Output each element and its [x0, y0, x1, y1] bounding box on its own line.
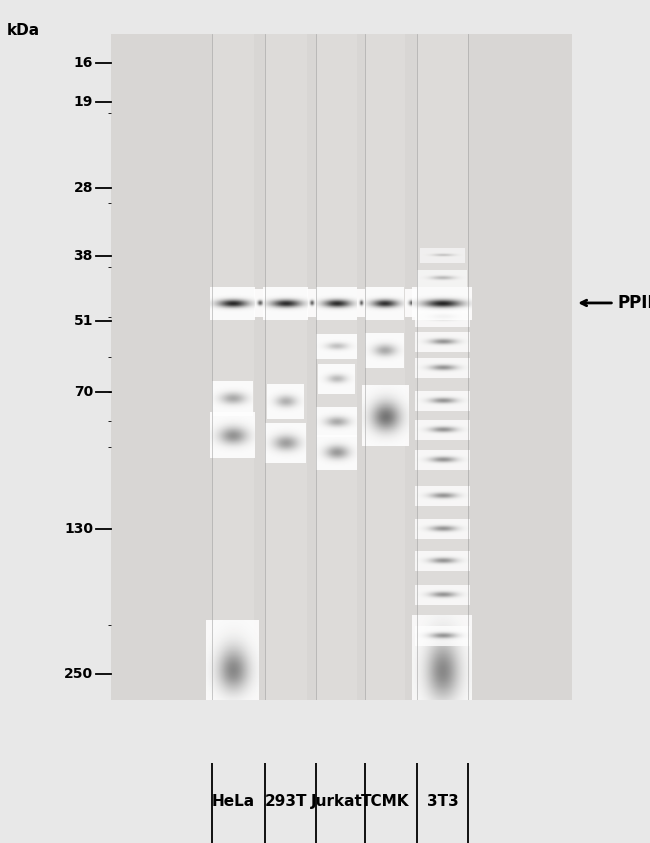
Text: 250: 250: [64, 668, 93, 681]
Bar: [365, 34, 405, 700]
Bar: [417, 34, 468, 700]
Bar: [316, 34, 358, 700]
Text: 51: 51: [73, 314, 93, 328]
Text: TCMK: TCMK: [361, 794, 410, 808]
Text: 16: 16: [73, 56, 93, 71]
Text: 3T3: 3T3: [427, 794, 459, 808]
Text: 130: 130: [64, 522, 93, 536]
Bar: [212, 34, 254, 700]
Text: 19: 19: [73, 94, 93, 109]
Text: 70: 70: [73, 384, 93, 399]
Text: kDa: kDa: [6, 23, 40, 38]
Text: HeLa: HeLa: [211, 794, 254, 808]
Text: 38: 38: [73, 249, 93, 263]
Text: 293T: 293T: [265, 794, 307, 808]
Text: PPID: PPID: [618, 294, 650, 312]
Text: Jurkat: Jurkat: [311, 794, 363, 808]
Bar: [265, 34, 307, 700]
Text: 28: 28: [73, 180, 93, 195]
